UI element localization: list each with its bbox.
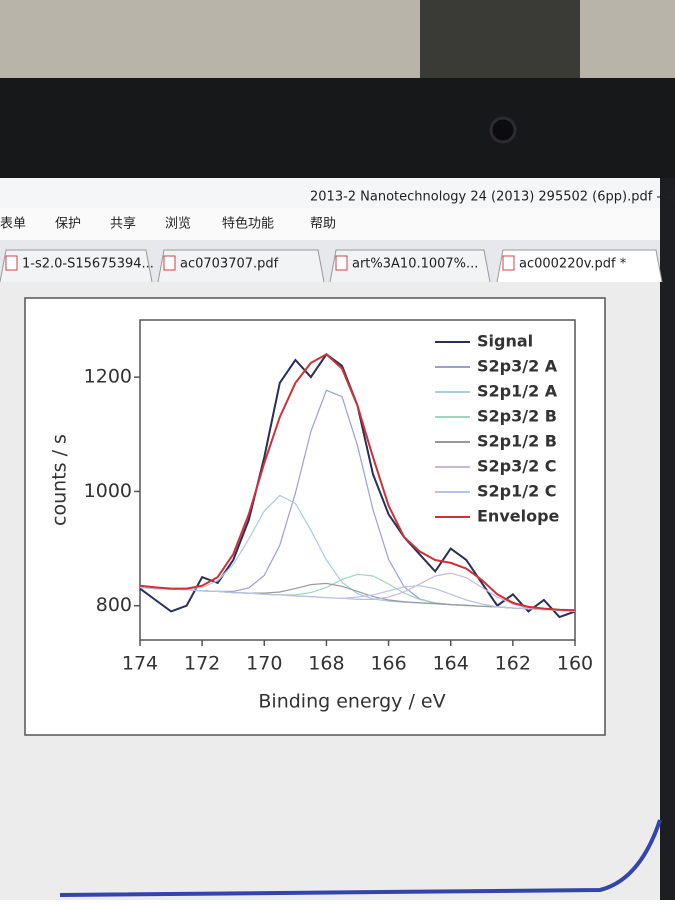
legend-label: S2p3/2 B bbox=[477, 407, 557, 426]
tab-label: ac0703707.pdf bbox=[180, 257, 279, 272]
x-tick-label: 160 bbox=[557, 653, 593, 675]
series-line bbox=[139, 585, 576, 612]
pdf-icon bbox=[335, 255, 348, 271]
x-tick-label: 162 bbox=[495, 653, 531, 675]
tab-label: art%3A10.1007%... bbox=[352, 257, 478, 272]
tab[interactable]: art%3A10.1007%... bbox=[329, 249, 491, 283]
x-tick-label: 172 bbox=[184, 653, 220, 675]
room-shelf bbox=[420, 0, 580, 85]
menu-item[interactable]: 浏览 bbox=[165, 216, 191, 232]
plot-frame bbox=[139, 319, 576, 641]
tab-label: ac000220v.pdf * bbox=[519, 257, 627, 272]
x-tick-label: 168 bbox=[308, 653, 344, 675]
y-tick-label: 1200 bbox=[84, 366, 132, 388]
legend-label: S2p1/2 C bbox=[477, 482, 557, 501]
tab-shape bbox=[329, 249, 491, 283]
tabs: 1-s2.0-S15675394... ac0703707.pdf art%3A10… bbox=[0, 249, 663, 283]
y-axis-title: counts / s bbox=[49, 434, 71, 526]
legend-label: S2p3/2 C bbox=[477, 457, 557, 476]
tab-shape bbox=[0, 249, 153, 283]
tab-shape bbox=[496, 249, 663, 283]
legend-label: S2p1/2 B bbox=[477, 432, 557, 451]
tab-label: 1-s2.0-S15675394... bbox=[22, 257, 154, 272]
x-tick-label: 174 bbox=[122, 653, 158, 675]
y-tick-label: 800 bbox=[96, 594, 132, 616]
title-bar bbox=[0, 178, 660, 208]
tab[interactable]: 1-s2.0-S15675394... bbox=[0, 249, 154, 283]
x-tick-label: 166 bbox=[370, 653, 406, 675]
tab-shape bbox=[157, 249, 325, 283]
legend-label: Signal bbox=[477, 332, 533, 351]
x-tick-label: 164 bbox=[433, 653, 469, 675]
menu-item[interactable]: 共享 bbox=[110, 216, 136, 232]
legend-label: S2p3/2 A bbox=[477, 357, 558, 376]
menu-item[interactable]: 帮助 bbox=[310, 217, 336, 232]
pdf-icon bbox=[5, 255, 18, 271]
x-tick-label: 170 bbox=[246, 653, 282, 675]
y-tick-label: 1000 bbox=[84, 480, 132, 502]
menu-item[interactable]: 表单 bbox=[0, 217, 26, 232]
menu-bar bbox=[0, 208, 660, 240]
pdf-icon bbox=[163, 255, 176, 271]
series-line bbox=[139, 353, 576, 612]
screen-reflection bbox=[59, 819, 662, 897]
chart: counts / s Binding energy / eV 800 1000 12… bbox=[49, 319, 593, 713]
window-title: 2013-2 Nanotechnology 24 (2013) 295502 (… bbox=[310, 190, 675, 205]
menu-item[interactable]: 保护 bbox=[55, 217, 81, 232]
tab[interactable]: ac0703707.pdf bbox=[157, 249, 325, 283]
legend-label: Envelope bbox=[477, 507, 560, 526]
menu-item[interactable]: 特色功能 bbox=[222, 216, 274, 232]
webcam bbox=[489, 116, 517, 144]
monitor-edge bbox=[660, 178, 675, 900]
pdf-icon bbox=[502, 255, 515, 271]
monitor-bezel bbox=[0, 78, 675, 180]
x-axis-title: Binding energy / eV bbox=[258, 691, 445, 713]
legend-label: S2p1/2 A bbox=[477, 382, 558, 401]
tab[interactable]: ac000220v.pdf * bbox=[496, 249, 663, 283]
menu: 表单 保护 共享 浏览 特色功能 帮助 bbox=[0, 216, 336, 232]
